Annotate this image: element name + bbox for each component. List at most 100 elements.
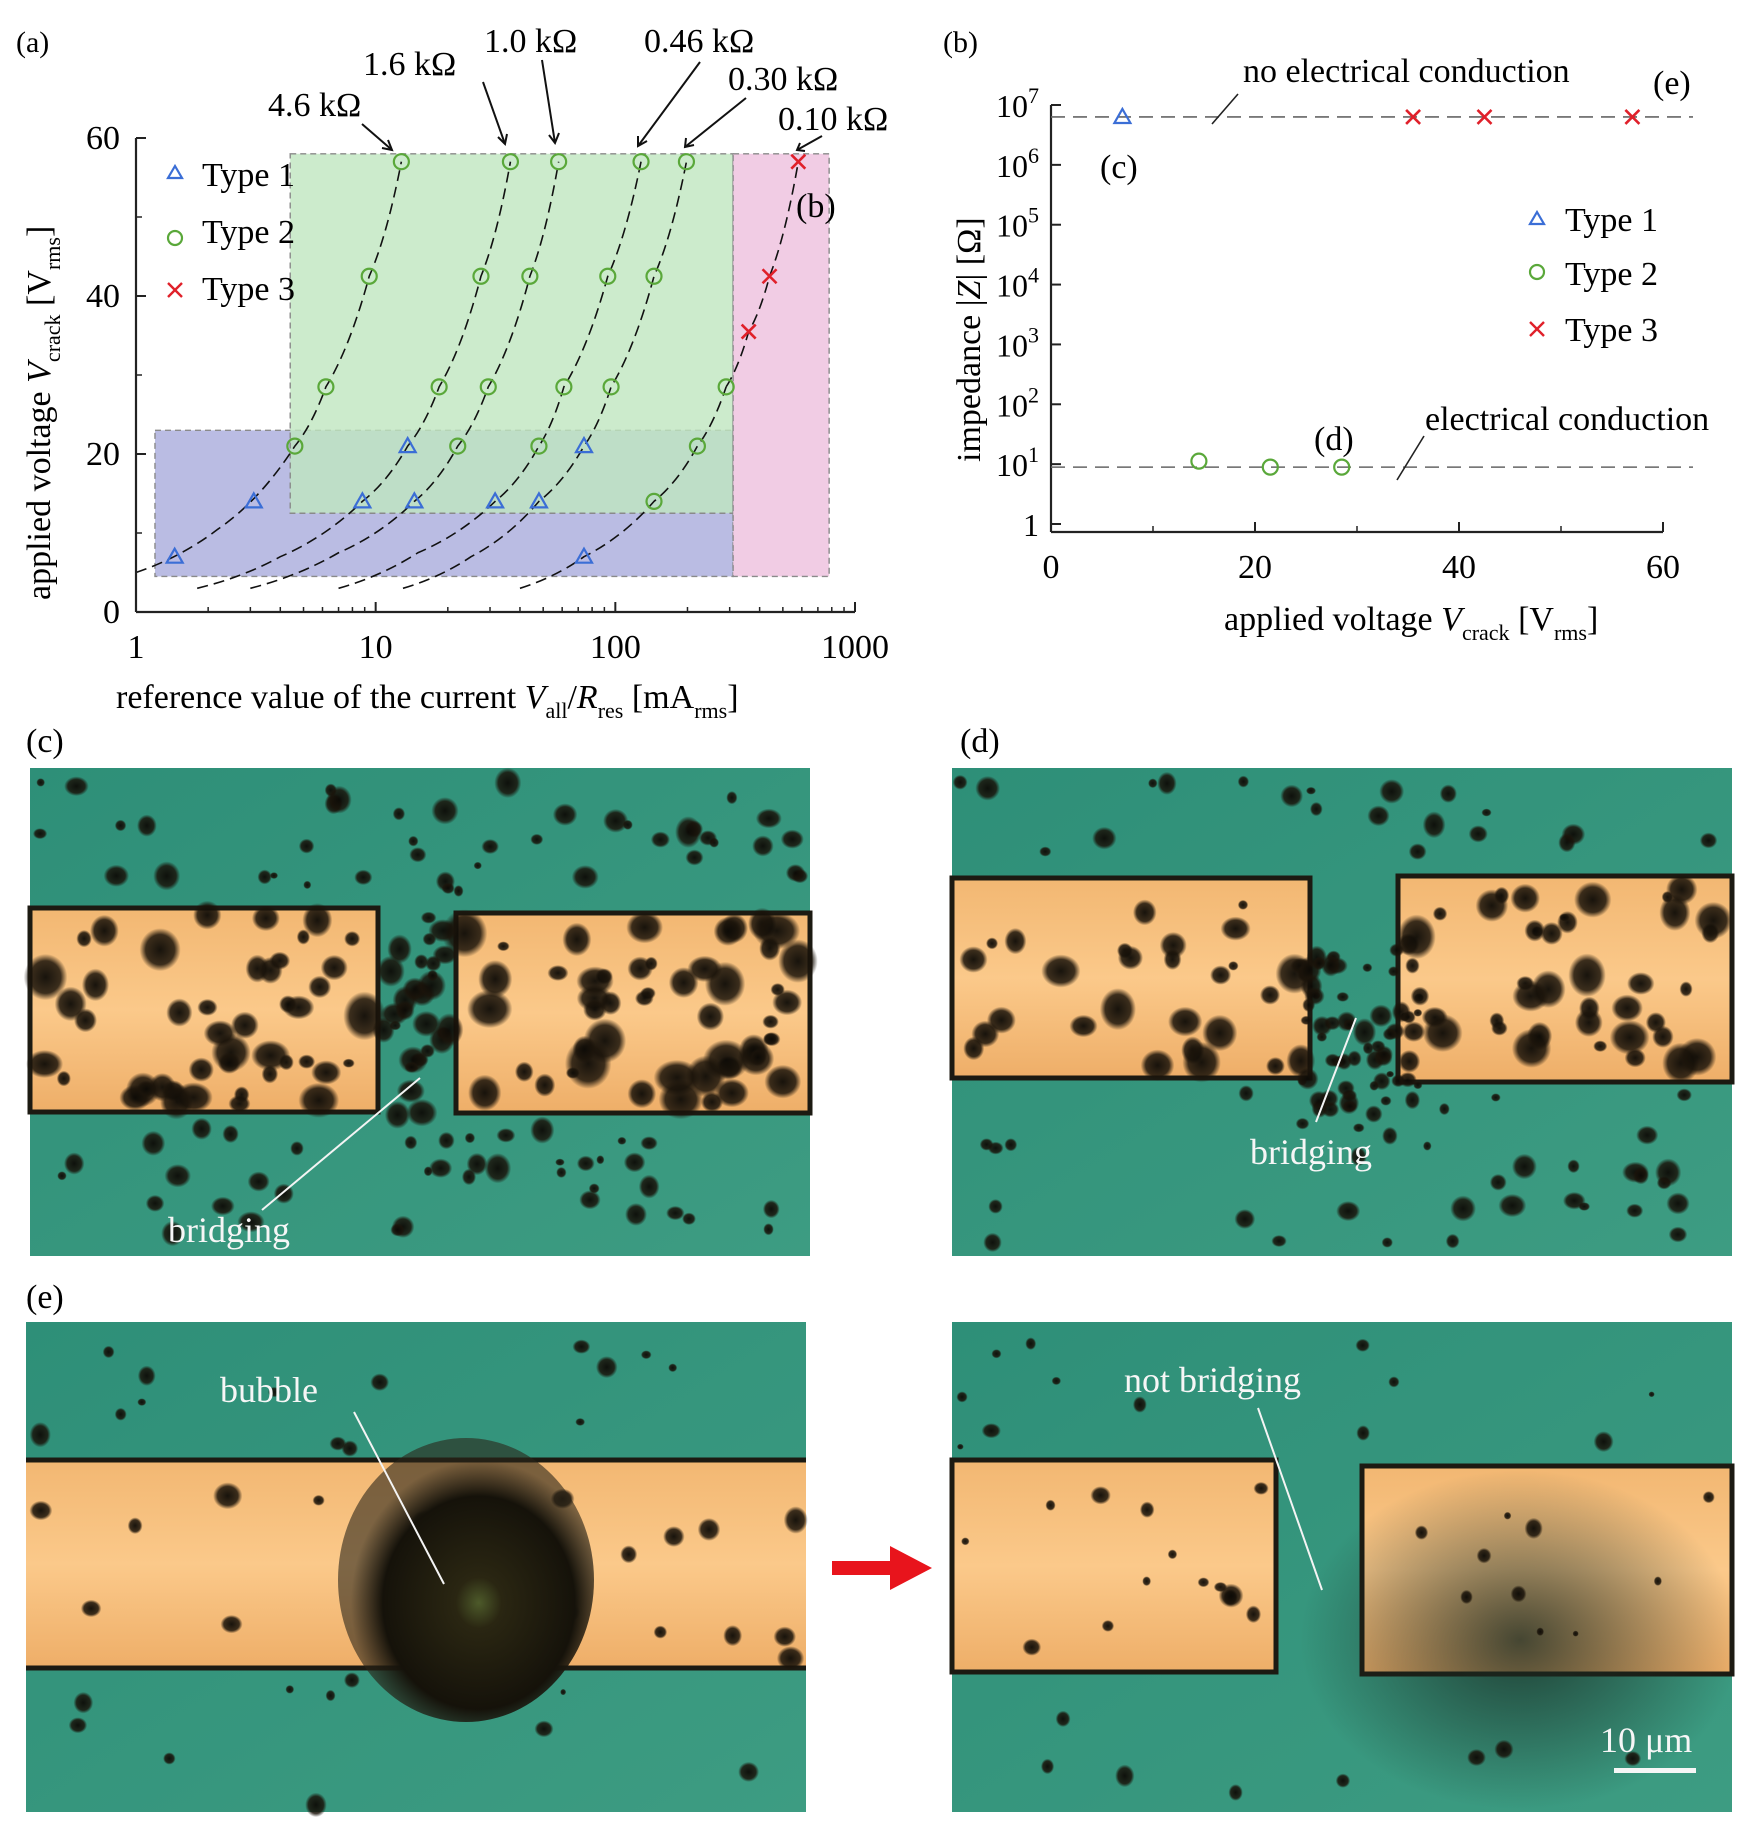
particle <box>1467 1748 1486 1767</box>
particle <box>1101 1619 1115 1632</box>
particle <box>1356 1425 1370 1441</box>
particle <box>296 929 311 945</box>
particle <box>1481 808 1492 817</box>
particle <box>988 1199 1003 1214</box>
particle <box>161 1220 184 1247</box>
particle <box>1022 1638 1042 1656</box>
particle <box>137 1365 156 1386</box>
point-label-e: (e) <box>1653 65 1691 102</box>
photo-e-right-annotation: not bridging <box>1124 1360 1301 1400</box>
point-a-type2 <box>555 378 573 396</box>
particle <box>1369 1004 1393 1028</box>
particle <box>1040 1758 1055 1775</box>
legend-a-type1-marker <box>166 163 184 180</box>
particle <box>141 1130 166 1156</box>
leader-conduction <box>1396 435 1425 481</box>
particle <box>627 956 653 981</box>
y-tick-label-b: 1 <box>1023 507 1039 543</box>
legend-b-type1-marker <box>1528 209 1546 226</box>
particle <box>213 1482 243 1510</box>
particle <box>1336 991 1350 1002</box>
particle <box>1536 1627 1545 1636</box>
particle <box>1259 985 1281 1005</box>
photo-d: (d) bridging <box>949 723 1735 1256</box>
particle <box>530 1116 555 1144</box>
particle <box>343 1672 360 1689</box>
particle <box>1527 1021 1553 1051</box>
particle <box>390 1223 405 1237</box>
photo-c-electrode-right <box>456 913 810 1113</box>
point-b-type1 <box>1112 106 1133 125</box>
point-b-type2 <box>1333 458 1351 476</box>
particle <box>1213 1581 1228 1593</box>
particle <box>1422 811 1446 839</box>
particle <box>627 1079 657 1109</box>
particle <box>653 1625 668 1639</box>
particle <box>1648 1391 1655 1398</box>
particle <box>1382 1027 1398 1041</box>
particle <box>1489 1012 1505 1029</box>
particle <box>26 1049 64 1079</box>
panel-b: (b) 0 20 40 60 1 101 102 103 104 105 106 107 no ele… <box>943 26 1709 645</box>
particle <box>191 1117 212 1140</box>
particle <box>956 1391 968 1403</box>
particle <box>494 767 522 799</box>
particle <box>764 1064 802 1099</box>
particle <box>1337 1080 1355 1097</box>
particle <box>985 937 999 950</box>
point-a-type2 <box>286 437 304 455</box>
x-tick-label-b: 40 <box>1442 549 1476 586</box>
particle <box>1432 906 1448 921</box>
particle <box>1362 963 1373 973</box>
point-a-type2 <box>521 267 539 285</box>
chart-a-y-label: applied voltage Vcrack [Vrms] <box>21 226 65 600</box>
particle <box>73 1691 94 1714</box>
particle <box>1182 1041 1221 1083</box>
particle <box>1167 1549 1178 1560</box>
particle <box>80 1599 102 1618</box>
particle <box>1388 1376 1400 1388</box>
particle <box>783 1506 808 1534</box>
particle <box>1265 1056 1285 1076</box>
particle <box>325 1689 336 1702</box>
particle <box>704 961 746 1006</box>
panel-label-c: (c) <box>26 723 64 760</box>
particle <box>634 990 654 1007</box>
point-label-d: (d) <box>1314 421 1354 458</box>
particle <box>1352 1123 1365 1133</box>
particle <box>763 1223 774 1236</box>
particle <box>1573 881 1612 918</box>
particle <box>1350 1146 1367 1167</box>
particle <box>305 1792 327 1818</box>
particle <box>1069 1014 1098 1038</box>
particle <box>1312 956 1326 971</box>
particle <box>497 941 510 952</box>
point-a-type2 <box>688 437 707 455</box>
particle <box>514 1061 534 1082</box>
legend-b-type3-marker <box>1529 321 1545 337</box>
photo-d-annotation: bridging <box>1250 1132 1372 1172</box>
transition-arrow-icon <box>832 1546 932 1590</box>
particle <box>1404 1090 1421 1110</box>
particle <box>417 970 447 1001</box>
particle <box>269 872 279 879</box>
point-a-type2 <box>677 153 696 171</box>
particle <box>81 968 110 1002</box>
chart-b-points <box>1112 106 1641 476</box>
particle <box>1593 1431 1614 1453</box>
particle <box>1668 1226 1688 1243</box>
particle <box>1398 1071 1417 1088</box>
particle <box>617 1136 627 1145</box>
particle <box>959 946 988 973</box>
particle <box>1132 899 1157 926</box>
particle <box>623 1152 646 1173</box>
particle <box>1402 1010 1416 1024</box>
particle <box>1370 1040 1386 1053</box>
particle <box>1450 1195 1477 1222</box>
fit-curve-0 <box>135 161 403 574</box>
point-a-type2 <box>717 378 735 396</box>
particle <box>1476 1547 1492 1564</box>
particle <box>36 778 46 787</box>
particle <box>1626 1203 1644 1218</box>
chart-b-reference-lines <box>1051 116 1693 468</box>
